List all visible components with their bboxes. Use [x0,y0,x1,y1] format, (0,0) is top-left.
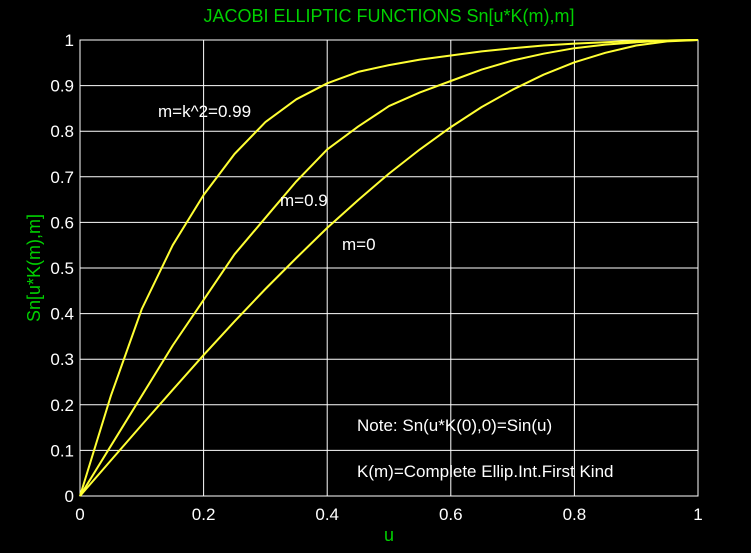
y-tick-label: 0 [65,487,74,506]
y-tick-label: 1 [65,31,74,50]
x-tick-label: 0.2 [192,505,216,524]
series-line-0 [79,39,699,497]
x-tick-label: 0.4 [315,505,339,524]
y-tick-label: 0.8 [50,122,74,141]
y-tick-label: 0.2 [50,396,74,415]
x-tick-label: 0.6 [439,505,463,524]
y-tick-label: 0.3 [50,350,74,369]
x-tick-labels: 0 0.2 0.4 0.6 0.8 1 [75,505,702,524]
y-tick-label: 0.7 [50,168,74,187]
series-line-1 [79,39,699,497]
x-tick-label: 0 [75,505,84,524]
y-tick-label: 0.4 [50,305,74,324]
definition-annotation: K(m)=Complete Ellip.Int.First Kind [357,462,614,481]
series-label-m0: m=0 [342,235,376,254]
series-lines [79,39,699,497]
grid-lines [79,39,699,497]
series-label-m09: m=0.9 [280,191,328,210]
y-tick-label: 0.9 [50,77,74,96]
note-annotation: Note: Sn(u*K(0),0)=Sin(u) [357,416,552,435]
chart-title: JACOBI ELLIPTIC FUNCTIONS Sn[u*K(m),m] [203,6,574,26]
y-tick-label: 0.6 [50,213,74,232]
y-tick-label: 0.1 [50,441,74,460]
x-tick-label: 1 [693,505,702,524]
series-label-m099: m=k^2=0.99 [158,102,251,121]
y-tick-label: 0.5 [50,259,74,278]
y-tick-labels: 0 0.1 0.2 0.3 0.4 0.5 0.6 0.7 0.8 0.9 1 [50,31,74,506]
x-axis-label: u [384,525,394,545]
x-tick-label: 0.8 [563,505,587,524]
series-line-2 [79,39,699,497]
y-axis-label: Sn[u*K(m),m] [24,214,44,322]
